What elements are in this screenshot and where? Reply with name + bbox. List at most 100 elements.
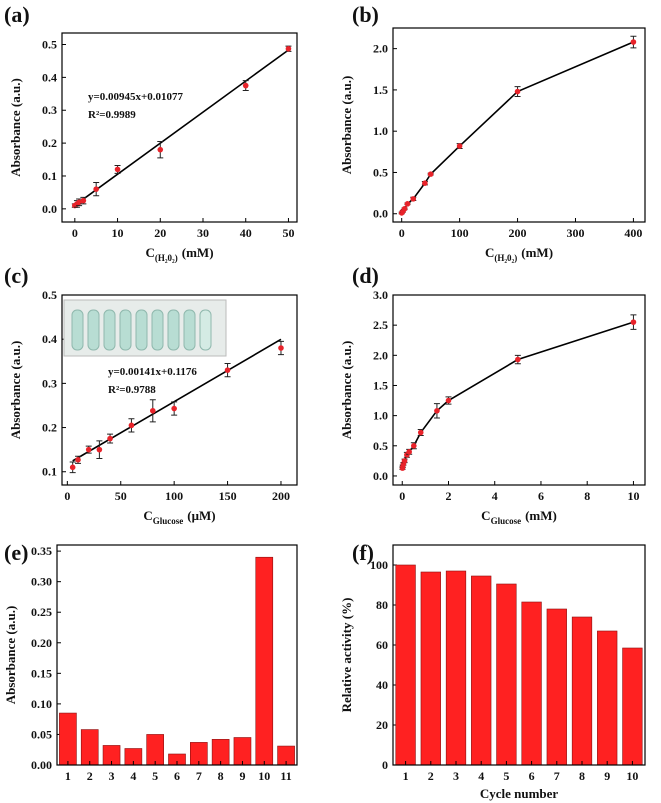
plot-frame xyxy=(392,294,646,486)
bar xyxy=(395,564,416,766)
x-tick-label: 400 xyxy=(624,226,642,240)
y-tick-label: 0.5 xyxy=(42,38,57,52)
data-point xyxy=(401,458,408,464)
x-tick-label: 5 xyxy=(503,769,509,783)
y-axis-label: Absorbance (a.u.) xyxy=(8,78,23,177)
y-tick-label: 0.10 xyxy=(31,697,52,711)
data-point xyxy=(278,345,284,351)
data-point xyxy=(128,422,135,429)
bar xyxy=(496,583,517,766)
x-axis-label: Cycle number xyxy=(480,786,559,801)
panel-label: (e) xyxy=(4,540,28,565)
data-point xyxy=(630,319,637,325)
x-tick-label: 300 xyxy=(566,226,584,240)
y-tick-label: 0.15 xyxy=(31,666,52,680)
x-tick-label: 6 xyxy=(529,769,535,783)
y-tick-label: 80 xyxy=(376,598,388,612)
annotation: y=0.00945x+0.01077 xyxy=(88,91,184,103)
x-tick-label: 4 xyxy=(130,769,136,783)
x-tick-label: 2 xyxy=(428,769,434,783)
data-point xyxy=(93,186,99,192)
bar xyxy=(59,712,77,766)
x-tick-label: 150 xyxy=(219,489,237,503)
x-tick-label: 11 xyxy=(280,769,291,783)
y-tick-label: 0.25 xyxy=(31,605,52,619)
x-axis-label-unit: (μM) xyxy=(187,508,215,523)
data-point xyxy=(630,39,637,45)
y-axis-label: Absorbance (a.u.) xyxy=(339,76,354,175)
plot-frame xyxy=(56,544,298,766)
data-point xyxy=(285,45,292,52)
x-axis-label-main: C xyxy=(485,245,494,260)
y-tick-label: 1.5 xyxy=(373,83,388,97)
x-tick-label: 8 xyxy=(218,769,224,783)
y-axis-label: Relative activity (%) xyxy=(339,598,354,713)
y-tick-label: 0.2 xyxy=(42,136,57,150)
y-tick-label: 2.0 xyxy=(373,42,388,56)
x-tick-label: 3 xyxy=(453,769,459,783)
x-tick-label: 0 xyxy=(399,226,405,240)
panel-label: (f) xyxy=(352,540,374,565)
y-tick-label: 1.5 xyxy=(373,378,388,392)
bar xyxy=(146,734,164,766)
data-point xyxy=(514,88,521,95)
x-tick-label: 100 xyxy=(451,226,469,240)
x-tick-label: 10 xyxy=(627,489,639,503)
y-axis-label: Absorbance (a.u.) xyxy=(3,606,18,705)
data-point xyxy=(422,180,428,186)
data-point xyxy=(224,367,231,373)
y-tick-label: 1.0 xyxy=(373,409,388,423)
y-tick-label: 0.3 xyxy=(42,103,57,117)
data-point xyxy=(171,405,177,412)
x-axis-label: C(H₂0₂) (mM) xyxy=(485,245,553,263)
x-tick-label: 0 xyxy=(72,226,78,240)
x-tick-label: 9 xyxy=(239,769,245,783)
plot-frame xyxy=(392,544,646,766)
y-axis-label: Absorbance (a.u.) xyxy=(339,341,354,440)
y-tick-label: 60 xyxy=(376,638,388,652)
y-tick-label: 0.5 xyxy=(373,165,388,179)
x-axis-label-unit: (mM) xyxy=(521,245,553,260)
bar xyxy=(521,601,542,766)
data-point xyxy=(445,397,452,404)
bar xyxy=(80,729,99,766)
plot-frame xyxy=(61,32,298,223)
x-tick-label: 1 xyxy=(403,769,409,783)
data-point xyxy=(404,201,411,207)
data-point xyxy=(96,446,103,453)
y-tick-label: 0.1 xyxy=(42,465,57,479)
data-line xyxy=(401,41,634,214)
fit-line xyxy=(72,338,282,462)
x-axis-label-main: C xyxy=(143,508,152,523)
x-tick-label: 10 xyxy=(626,769,638,783)
x-tick-label: 3 xyxy=(109,769,115,783)
panel-label: (a) xyxy=(4,2,30,27)
y-axis-label: Absorbance (a.u.) xyxy=(8,341,23,440)
y-tick-label: 0.05 xyxy=(31,727,52,741)
x-tick-label: 40 xyxy=(240,226,252,240)
x-tick-label: 30 xyxy=(197,226,209,240)
x-axis-label-unit: (mM) xyxy=(525,508,557,523)
y-tick-label: 0.4 xyxy=(42,70,57,84)
x-tick-label: 2 xyxy=(445,489,451,503)
data-point xyxy=(114,166,121,173)
y-tick-label: 0.2 xyxy=(42,421,57,435)
x-tick-label: 5 xyxy=(152,769,158,783)
bar xyxy=(622,647,643,766)
x-axis-label: CGlucose (μM) xyxy=(143,508,215,526)
inset-photo xyxy=(63,299,227,357)
data-point xyxy=(410,196,417,202)
bar xyxy=(471,575,492,766)
data-point xyxy=(85,446,92,453)
x-tick-label: 10 xyxy=(112,226,124,240)
y-tick-label: 0.5 xyxy=(373,439,388,453)
data-line xyxy=(401,321,634,469)
y-tick-label: 0.30 xyxy=(31,575,52,589)
bar xyxy=(546,608,567,766)
bar xyxy=(597,630,618,766)
x-tick-label: 10 xyxy=(258,769,270,783)
x-tick-label: 1 xyxy=(65,769,71,783)
x-tick-label: 200 xyxy=(272,489,290,503)
data-point xyxy=(157,146,164,153)
